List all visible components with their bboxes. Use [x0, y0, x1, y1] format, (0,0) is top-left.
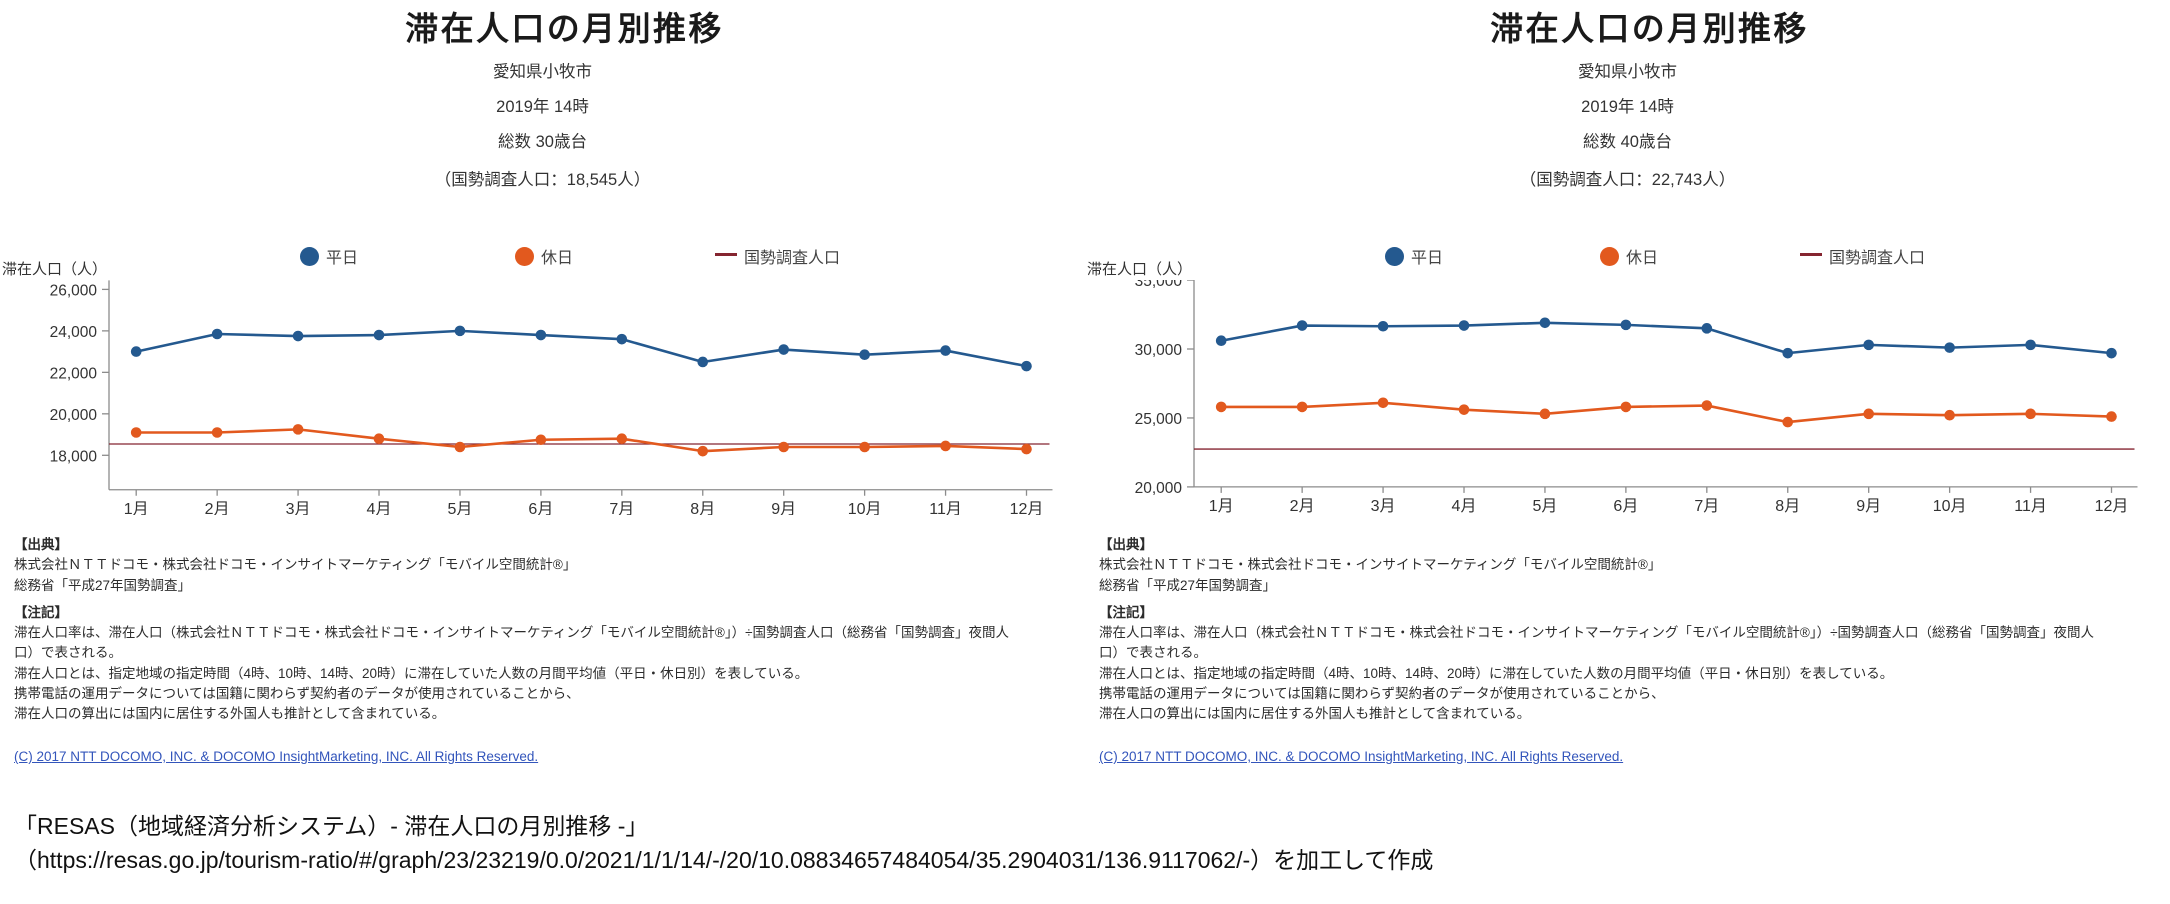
svg-text:3月: 3月: [286, 501, 311, 515]
svg-text:8月: 8月: [690, 501, 715, 515]
svg-text:20,000: 20,000: [1135, 480, 1183, 497]
svg-text:1月: 1月: [124, 501, 149, 515]
svg-text:5月: 5月: [1532, 498, 1557, 515]
svg-text:26,000: 26,000: [50, 282, 98, 299]
svg-text:24,000: 24,000: [50, 324, 98, 341]
svg-text:1月: 1月: [1209, 498, 1234, 515]
svg-text:10月: 10月: [1933, 498, 1967, 515]
svg-text:11月: 11月: [929, 501, 962, 515]
svg-text:35,000: 35,000: [1135, 280, 1183, 290]
svg-text:25,000: 25,000: [1135, 411, 1183, 428]
svg-text:22,000: 22,000: [50, 365, 98, 382]
svg-text:9月: 9月: [1856, 498, 1881, 515]
svg-text:3月: 3月: [1371, 498, 1396, 515]
svg-text:18,000: 18,000: [50, 448, 98, 465]
svg-text:2月: 2月: [1290, 498, 1315, 515]
svg-text:7月: 7月: [609, 501, 634, 515]
svg-text:12月: 12月: [2095, 498, 2129, 515]
svg-text:2月: 2月: [205, 501, 230, 515]
svg-text:12月: 12月: [1010, 501, 1044, 515]
svg-text:5月: 5月: [447, 501, 472, 515]
svg-text:8月: 8月: [1775, 498, 1800, 515]
svg-text:9月: 9月: [771, 501, 796, 515]
svg-text:4月: 4月: [1452, 498, 1477, 515]
svg-text:10月: 10月: [848, 501, 882, 515]
svg-text:7月: 7月: [1694, 498, 1719, 515]
svg-text:11月: 11月: [2014, 498, 2047, 515]
svg-text:6月: 6月: [1613, 498, 1638, 515]
svg-text:20,000: 20,000: [50, 407, 98, 424]
svg-text:6月: 6月: [528, 501, 553, 515]
svg-text:4月: 4月: [367, 501, 392, 515]
svg-text:30,000: 30,000: [1135, 342, 1183, 359]
